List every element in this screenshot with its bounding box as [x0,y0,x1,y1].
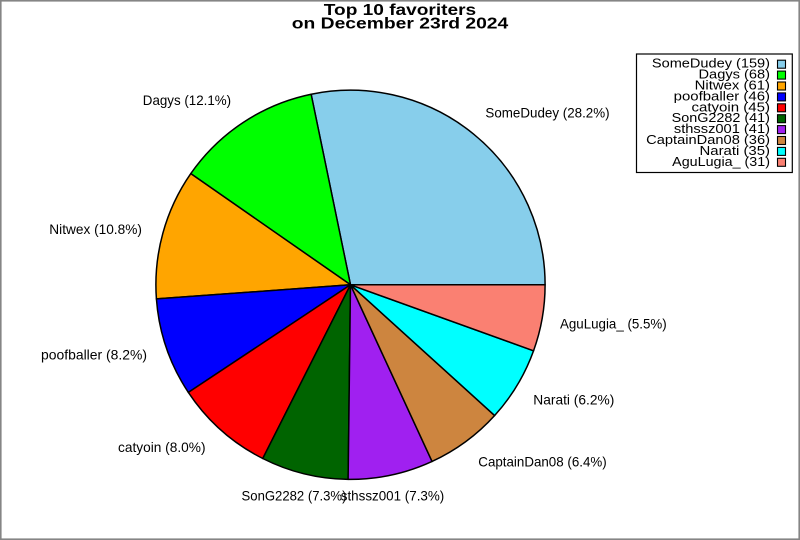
svg-text:Nitwex (10.8%): Nitwex (10.8%) [49,221,142,237]
svg-text:AguLugia_ (31): AguLugia_ (31) [672,154,770,169]
svg-text:Top 10 favoriters: Top 10 favoriters [324,2,476,19]
svg-text:catyoin (8.0%): catyoin (8.0%) [118,439,206,455]
svg-text:sthssz001 (7.3%): sthssz001 (7.3%) [341,488,445,504]
svg-text:Narati (35): Narati (35) [700,143,771,158]
svg-text:CaptainDan08 (36): CaptainDan08 (36) [646,132,770,147]
svg-text:sthssz001 (41): sthssz001 (41) [674,121,770,136]
svg-text:on December 23rd 2024: on December 23rd 2024 [292,16,509,33]
svg-text:CaptainDan08 (6.4%): CaptainDan08 (6.4%) [478,454,606,470]
svg-text:Dagys (12.1%): Dagys (12.1%) [143,92,231,108]
svg-text:SomeDudey (159): SomeDudey (159) [652,56,770,71]
svg-text:poofballer (8.2%): poofballer (8.2%) [41,346,147,362]
svg-text:SomeDudey (28.2%): SomeDudey (28.2%) [485,105,609,121]
svg-text:catyoin (45): catyoin (45) [692,99,771,114]
svg-text:Dagys (68): Dagys (68) [699,67,771,82]
svg-text:poofballer (46): poofballer (46) [674,88,770,103]
svg-text:Nitwex (61): Nitwex (61) [695,78,770,93]
svg-text:SonG2282 (7.3%): SonG2282 (7.3%) [242,488,347,504]
svg-text:SonG2282 (41): SonG2282 (41) [672,110,770,125]
svg-text:Narati (6.2%): Narati (6.2%) [533,391,614,407]
svg-text:AguLugia_ (5.5%): AguLugia_ (5.5%) [560,315,667,331]
